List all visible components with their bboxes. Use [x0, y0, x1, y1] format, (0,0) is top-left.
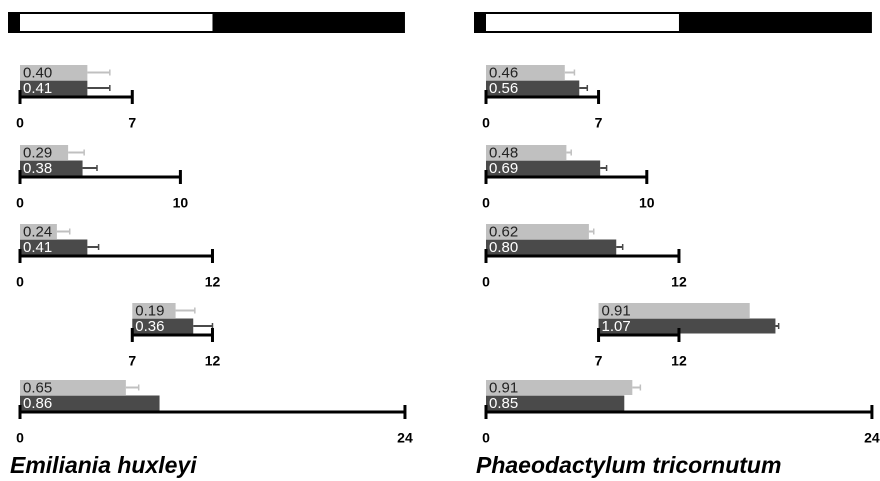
tick-label: 0	[16, 430, 24, 446]
tick-label: 0	[16, 115, 24, 131]
tick-label: 12	[671, 274, 687, 290]
tick-label: 24	[397, 430, 413, 446]
bar	[486, 239, 617, 255]
value-label: 0.40	[23, 64, 52, 81]
bar	[486, 224, 589, 239]
value-label: 0.62	[489, 223, 518, 240]
tick-label: 7	[595, 353, 603, 369]
value-label: 0.86	[23, 395, 52, 412]
tick-label: 7	[128, 353, 136, 369]
value-label: 0.41	[23, 80, 52, 97]
value-label: 0.24	[23, 223, 52, 240]
bar	[486, 395, 625, 411]
value-label: 0.65	[23, 379, 52, 396]
bar	[598, 318, 776, 334]
tick-label: 0	[482, 274, 490, 290]
tick-label: 0	[16, 274, 24, 290]
bar	[486, 380, 633, 395]
value-label: 0.91	[602, 302, 631, 319]
value-label: 0.69	[489, 160, 518, 177]
panel-title: Emiliania huxleyi	[10, 452, 197, 478]
tick-label: 0	[482, 115, 490, 131]
value-label: 0.85	[489, 395, 518, 412]
light-period	[486, 14, 679, 31]
bar	[598, 303, 750, 318]
panel-title: Phaeodactylum tricornutum	[476, 452, 781, 478]
value-label: 0.38	[23, 160, 52, 177]
bar	[20, 380, 126, 395]
bar	[486, 160, 601, 176]
bar	[20, 65, 88, 80]
bar	[20, 80, 88, 96]
value-label: 0.41	[23, 239, 52, 256]
bar	[20, 145, 69, 160]
light-period	[20, 14, 213, 31]
tick-label: 7	[128, 115, 136, 131]
bar	[20, 239, 88, 255]
tick-label: 0	[482, 430, 490, 446]
value-label: 0.80	[489, 239, 518, 256]
bar	[486, 80, 580, 96]
value-label: 0.46	[489, 64, 518, 81]
bar	[20, 160, 83, 176]
tick-label: 12	[205, 274, 221, 290]
bar	[20, 224, 57, 239]
tick-label: 10	[639, 195, 655, 211]
bar	[20, 395, 160, 411]
bar	[486, 65, 565, 80]
value-label: 0.29	[23, 144, 52, 161]
value-label: 0.91	[489, 379, 518, 396]
tick-label: 0	[482, 195, 490, 211]
value-label: 0.19	[135, 302, 164, 319]
bar	[132, 318, 194, 334]
value-label: 0.48	[489, 144, 518, 161]
tick-label: 24	[864, 430, 880, 446]
value-label: 0.36	[135, 318, 164, 335]
tick-label: 10	[173, 195, 189, 211]
value-label: 0.56	[489, 80, 518, 97]
tick-label: 0	[16, 195, 24, 211]
tick-label: 12	[205, 353, 221, 369]
tick-label: 7	[595, 115, 603, 131]
value-label: 1.07	[602, 318, 631, 335]
tick-label: 12	[671, 353, 687, 369]
bar	[486, 145, 567, 160]
bar	[132, 303, 176, 318]
